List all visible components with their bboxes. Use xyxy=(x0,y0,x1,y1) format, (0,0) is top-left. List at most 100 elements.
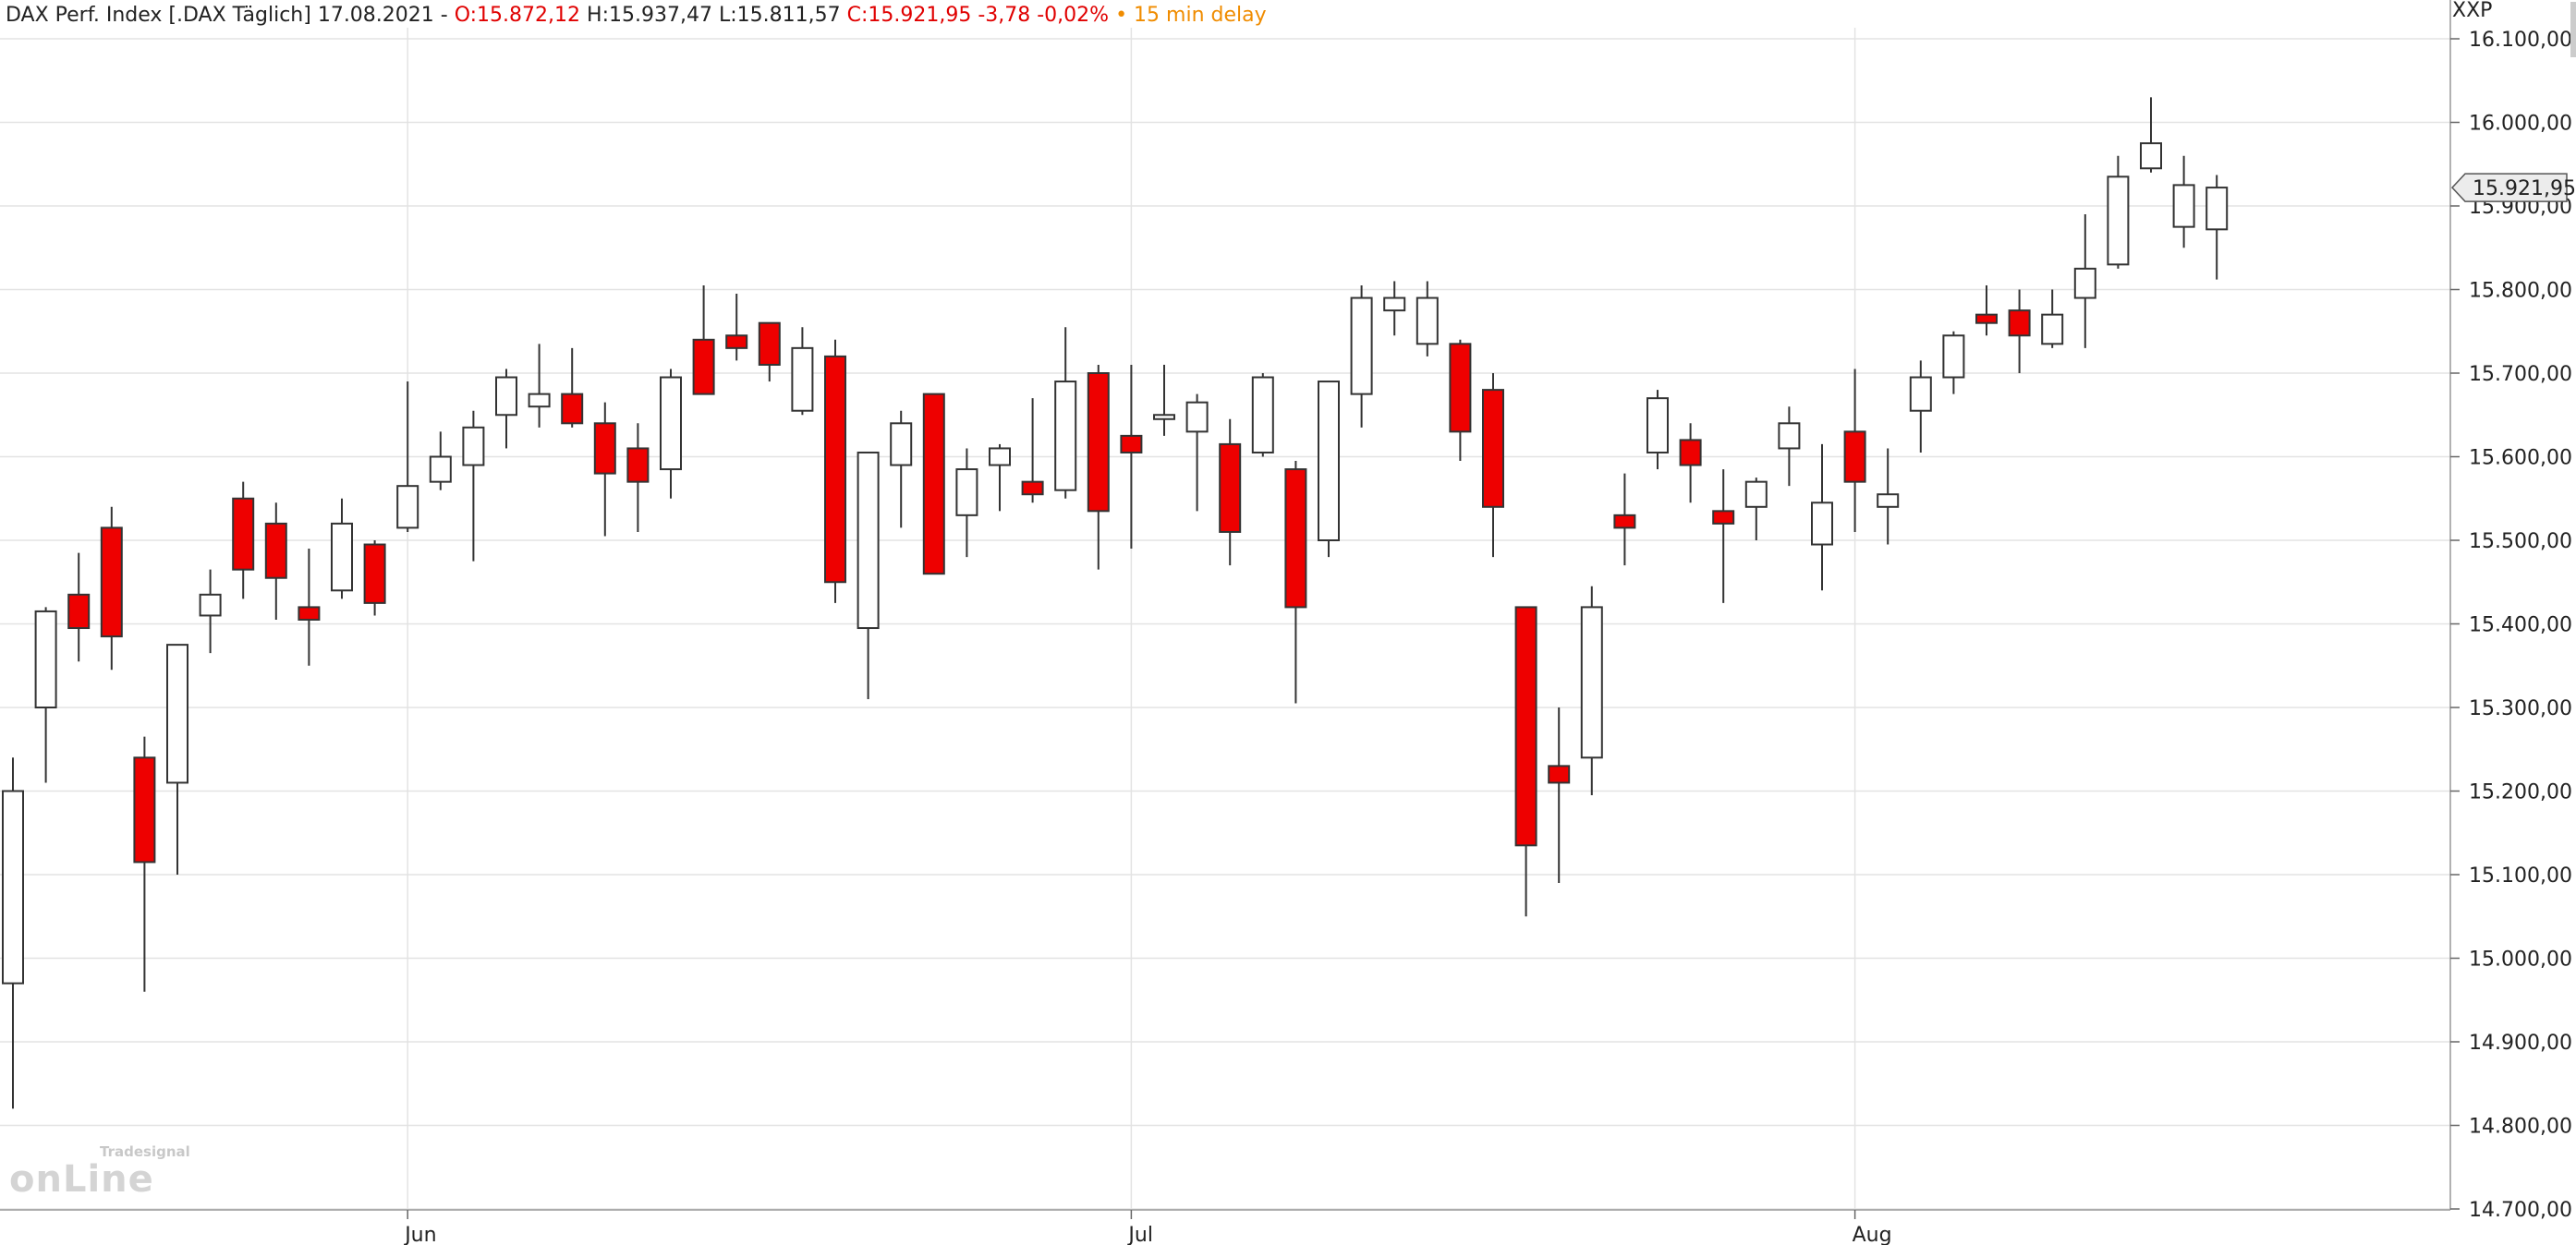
candle xyxy=(34,607,57,783)
candle-body xyxy=(1744,480,1768,508)
candle xyxy=(1744,477,1768,540)
candle-body xyxy=(1975,313,1998,324)
candle xyxy=(2140,97,2162,173)
candle-body xyxy=(133,756,156,864)
candle xyxy=(1284,461,1307,704)
candle-body xyxy=(2107,175,2130,266)
candle xyxy=(1416,281,1439,357)
candle-body xyxy=(199,593,222,617)
candle-body xyxy=(1811,502,1833,546)
y-tick-label: 14.900,00 xyxy=(2469,1032,2572,1055)
candle xyxy=(2172,155,2195,248)
candle xyxy=(626,423,650,532)
candle xyxy=(2008,289,2031,373)
candle xyxy=(1087,364,1110,570)
candle xyxy=(1778,406,1801,487)
candle-body xyxy=(660,376,682,471)
candle-body xyxy=(1054,381,1077,491)
candle-body xyxy=(429,455,452,483)
candle xyxy=(758,321,781,382)
candle-body xyxy=(1383,296,1406,312)
candle-body xyxy=(1350,296,1373,395)
candle xyxy=(1646,390,1669,470)
candle-body xyxy=(1580,606,1603,759)
x-tick-label: Jul xyxy=(1126,1224,1153,1245)
candle-body xyxy=(2041,313,2064,345)
candle-body xyxy=(857,451,880,630)
candle-body xyxy=(1318,381,1340,541)
candle-body xyxy=(1646,397,1669,453)
candle-body xyxy=(331,522,353,592)
y-tick-label: 14.700,00 xyxy=(2469,1199,2572,1222)
candle-body xyxy=(2008,309,2031,337)
candle xyxy=(67,552,91,662)
candle xyxy=(1514,606,1537,917)
candle xyxy=(429,431,452,490)
candle xyxy=(2041,289,2064,348)
candle-body xyxy=(2172,184,2195,228)
candle xyxy=(1153,364,1175,436)
candle-body xyxy=(1613,514,1636,529)
candle-body xyxy=(2140,142,2162,170)
candle xyxy=(396,381,419,532)
candle xyxy=(791,327,814,416)
candle-body xyxy=(989,447,1011,466)
candle-body xyxy=(626,447,650,483)
y-tick-label: 16.100,00 xyxy=(2469,29,2572,52)
candle-body xyxy=(692,338,715,395)
y-tick-label: 16.000,00 xyxy=(2469,113,2572,136)
candle-body xyxy=(528,393,551,408)
candle xyxy=(1679,423,1702,503)
candle xyxy=(692,284,715,395)
price-axis: 14.700,00 14.800,00 14.900,00 15.000,00 15.1… xyxy=(2450,29,2572,1222)
candle xyxy=(2107,155,2130,269)
y-tick-label: 15.700,00 xyxy=(2469,363,2572,386)
candle xyxy=(2205,175,2229,280)
candle xyxy=(166,644,188,875)
candle xyxy=(1580,586,1603,796)
candle xyxy=(100,506,123,671)
candle xyxy=(561,347,584,428)
candle-body xyxy=(1153,414,1175,420)
exchange-code: XXP xyxy=(2452,0,2492,22)
y-tick-label: 15.100,00 xyxy=(2469,864,2572,888)
candle xyxy=(989,443,1011,512)
logo-word: onLine xyxy=(9,1158,154,1201)
candle-body xyxy=(1284,468,1307,609)
x-tick-label: Aug xyxy=(1853,1224,1892,1245)
candle xyxy=(1054,327,1077,499)
time-axis: Jun Jul Aug xyxy=(403,1210,1892,1245)
candle-body xyxy=(561,393,584,425)
candle xyxy=(725,294,748,361)
y-tick-label: 15.800,00 xyxy=(2469,280,2572,303)
logo-brand: Tradesignal xyxy=(100,1143,190,1160)
candle-body xyxy=(1251,376,1274,453)
candle-body xyxy=(1087,372,1110,513)
candle xyxy=(1877,448,1900,545)
candle-body xyxy=(166,644,188,784)
low-value: L:15.811,57 xyxy=(718,4,841,27)
candle-body xyxy=(1416,296,1439,345)
candle-body xyxy=(1778,422,1801,450)
candle-body xyxy=(264,522,287,579)
candle-body xyxy=(1679,439,1702,466)
candle xyxy=(1712,469,1735,603)
tradesignal-logo: Tradesignal onLine xyxy=(9,1134,194,1201)
candle xyxy=(1613,473,1636,566)
candle xyxy=(1383,281,1406,336)
y-tick-label: 15.600,00 xyxy=(2469,447,2572,470)
candle xyxy=(462,410,485,562)
candle-body xyxy=(67,593,91,630)
candle xyxy=(857,451,880,699)
candle xyxy=(1811,443,1833,591)
candle xyxy=(922,393,945,575)
candle xyxy=(298,549,321,666)
delay-notice: • 15 min delay xyxy=(1115,4,1267,27)
candle-body xyxy=(495,376,517,417)
candle-body xyxy=(2,790,24,985)
open-value: O:15.872,12 xyxy=(454,4,581,27)
y-tick-label: 15.200,00 xyxy=(2469,781,2572,804)
scrollbar-thumb[interactable] xyxy=(2570,2,2576,57)
candle-body xyxy=(1942,334,1965,379)
candle xyxy=(199,569,222,654)
